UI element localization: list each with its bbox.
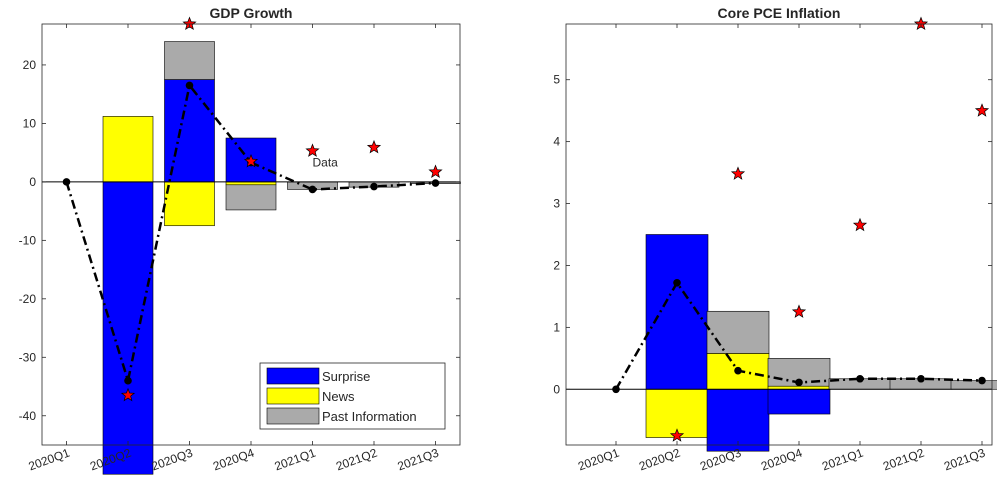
- chart-title: Core PCE Inflation: [718, 5, 841, 21]
- legend-label-surprise: Surprise: [322, 369, 370, 384]
- line-point-2021Q2: [917, 374, 925, 383]
- bar-surprise-2020Q3: [706, 388, 770, 452]
- y-tick-label: -20: [19, 292, 37, 306]
- y-tick-label: 20: [23, 58, 37, 72]
- data-star-2021Q3: [974, 103, 990, 117]
- line-point-2020Q4: [795, 378, 803, 387]
- chart-title: GDP Growth: [210, 5, 293, 21]
- line-point-2020Q2: [124, 376, 132, 385]
- line-point-2020Q1: [612, 385, 620, 394]
- x-tick-label-2020Q3: 2020Q3: [150, 446, 195, 474]
- data-star-2021Q1: [852, 217, 868, 232]
- y-tick-label: 3: [553, 197, 560, 211]
- legend-label-past-information: Past Information: [322, 409, 417, 424]
- line-point-2021Q3: [978, 376, 986, 385]
- bar-news-2020Q3: [164, 181, 215, 227]
- line-point-2021Q3: [431, 179, 440, 187]
- bar-past-information-2020Q3: [706, 310, 770, 354]
- y-tick-label: -10: [19, 233, 37, 247]
- data-star-2021Q3: [428, 164, 443, 178]
- y-tick-label: 1: [553, 320, 560, 334]
- line-point-2020Q1: [62, 178, 71, 186]
- x-tick-label-2020Q1: 2020Q1: [576, 446, 621, 474]
- bar-past-information-2020Q3: [164, 41, 215, 80]
- x-tick-label-2021Q3: 2021Q3: [396, 446, 441, 474]
- legend-swatch-past-information: [266, 407, 320, 425]
- line-point-2020Q2: [673, 278, 681, 287]
- x-tick-label-2021Q2: 2021Q2: [881, 446, 926, 474]
- y-tick-label: 0: [553, 382, 560, 396]
- data-star-2021Q2: [366, 139, 382, 154]
- legend: Surprise News Past Information: [259, 362, 446, 430]
- x-tick-label-2020Q4: 2020Q4: [211, 446, 256, 474]
- y-tick-label: 10: [23, 116, 37, 130]
- y-tick-label: -30: [19, 350, 37, 364]
- data-star-2021Q1: [305, 143, 320, 157]
- bar-past-information-2020Q4: [225, 184, 277, 211]
- axes-box: [565, 23, 993, 446]
- line-point-2021Q2: [370, 182, 378, 191]
- bar-news-2020Q2: [102, 116, 154, 183]
- legend-swatch-surprise: [266, 367, 320, 385]
- data-star-2020Q3: [730, 166, 746, 180]
- y-tick-label: 5: [553, 73, 560, 87]
- line-point-2021Q1: [308, 185, 317, 194]
- data-star-2020Q4: [791, 304, 807, 318]
- y-tick-label: 0: [29, 175, 36, 189]
- y-tick-label: 4: [553, 135, 560, 149]
- data-star-2020Q2: [669, 428, 685, 442]
- line-point-2020Q3: [185, 81, 194, 90]
- annotation-data: Data: [313, 156, 339, 170]
- legend-swatch-news: [266, 387, 320, 405]
- y-tick-label: 2: [553, 258, 560, 272]
- y-tick-label: -40: [19, 409, 37, 423]
- x-tick-label-2021Q2: 2021Q2: [334, 446, 379, 474]
- legend-label-news: News: [322, 389, 355, 404]
- x-tick-label-2020Q2: 2020Q2: [637, 446, 682, 474]
- bar-surprise-2020Q4: [767, 388, 831, 415]
- data-star-2020Q2: [120, 387, 136, 402]
- x-tick-label-2021Q1: 2021Q1: [273, 446, 318, 474]
- line-point-2020Q3: [734, 366, 742, 375]
- x-tick-label-2020Q1: 2020Q1: [27, 446, 72, 474]
- x-tick-label-2021Q3: 2021Q3: [942, 446, 987, 474]
- data-star-2020Q4: [243, 153, 259, 168]
- line-point-2021Q1: [856, 374, 864, 383]
- x-tick-label-2021Q1: 2021Q1: [820, 446, 865, 474]
- bar-past-information-2021Q3: [950, 380, 997, 390]
